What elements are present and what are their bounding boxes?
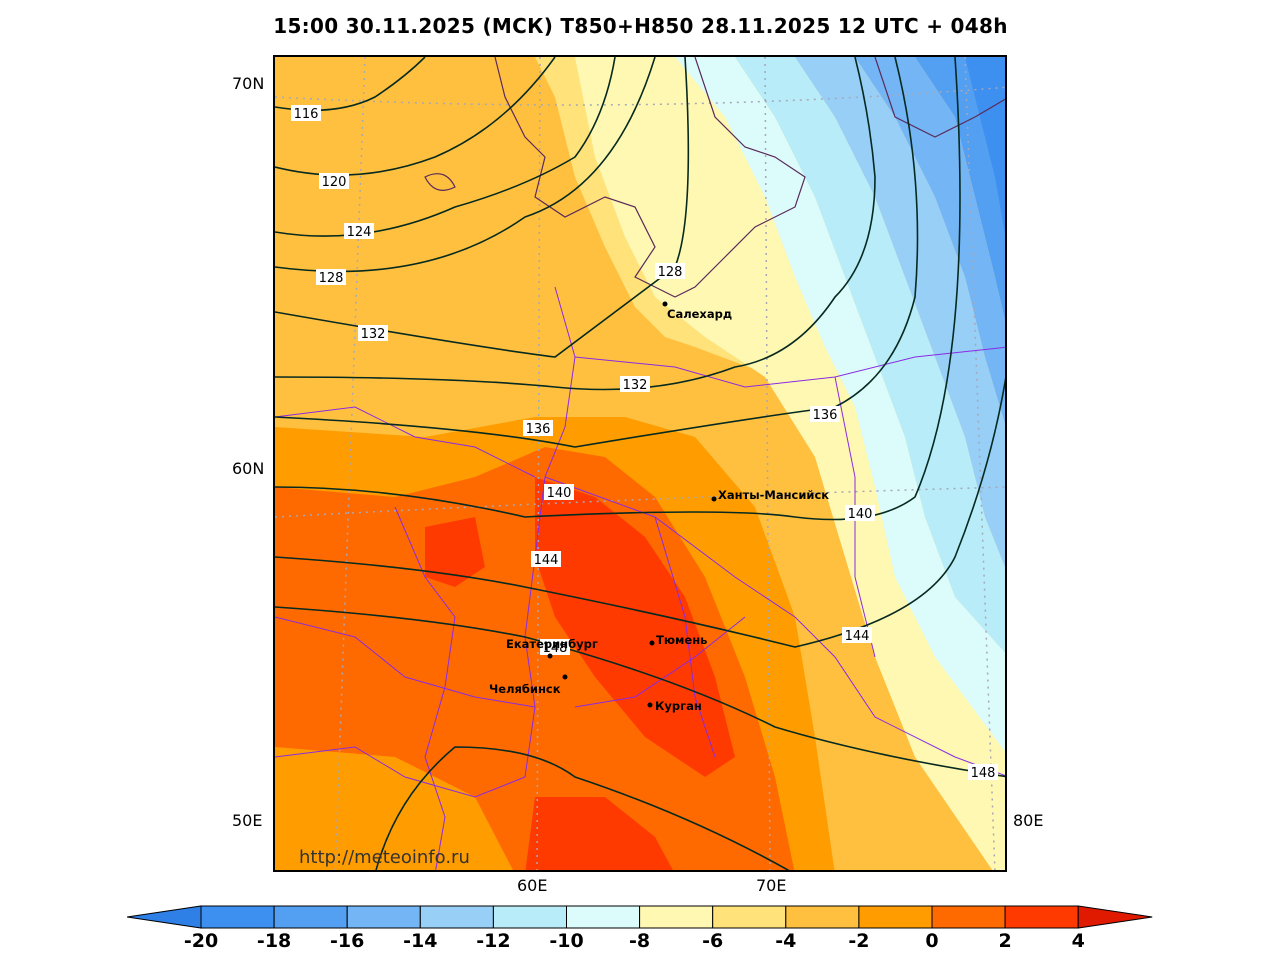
city-dot-khanty-mansiysk <box>711 496 717 502</box>
lon-label-70e: 70E <box>756 876 787 895</box>
fill-band-minus16 <box>855 57 1005 424</box>
colorbar-box <box>858 905 933 929</box>
city-label-kurgan: Курган <box>655 699 702 713</box>
svg-text:132: 132 <box>361 327 386 342</box>
city-label-tyumen: Тюмень <box>656 633 707 647</box>
colorbar-tick-label: 0 <box>925 930 939 952</box>
temperature-map: 116 120 124 128 128 132 132 136 136 140 … <box>275 57 1005 870</box>
svg-text:116: 116 <box>294 107 319 122</box>
colorbar-tick-label: -2 <box>848 930 870 952</box>
contour-label: 132 <box>358 325 388 342</box>
colorbar-tick-label: -12 <box>476 930 511 952</box>
corner-label-50e: 50E <box>232 811 263 830</box>
svg-text:132: 132 <box>623 378 648 393</box>
colorbar-upper-extend <box>1077 905 1153 929</box>
contour-label: 136 <box>810 406 840 423</box>
city-label-chelyabinsk: Челябинск <box>489 682 561 696</box>
lon-label-60e: 60E <box>517 876 548 895</box>
colorbar <box>127 905 1153 929</box>
colorbar-boxes <box>127 905 1153 929</box>
city-dot-tyumen <box>649 640 655 646</box>
svg-text:140: 140 <box>848 507 873 522</box>
colorbar-box <box>346 905 421 929</box>
contour-label: 144 <box>531 551 561 568</box>
colorbar-tick-label: 2 <box>998 930 1012 952</box>
fill-band-minus14 <box>795 57 1005 567</box>
admin-borders <box>275 286 1005 870</box>
svg-text:136: 136 <box>526 422 551 437</box>
watermark: http://meteoinfo.ru <box>299 847 470 868</box>
contour-label: 148 <box>540 639 570 656</box>
fill-band-4-west <box>425 517 485 587</box>
fill-band-minus8 <box>575 57 1005 870</box>
colorbar-box <box>492 905 567 929</box>
svg-text:128: 128 <box>658 265 683 280</box>
contour-label: 124 <box>344 223 374 240</box>
colorbar-tick-label: 4 <box>1071 930 1085 952</box>
fill-band-minus20 <box>965 57 1005 235</box>
contour-labels: 116 120 124 128 128 132 132 136 136 140 … <box>291 105 998 781</box>
svg-text:120: 120 <box>322 175 347 190</box>
city-dot-yekaterinburg <box>547 653 553 659</box>
fill-band-4-south <box>525 797 673 870</box>
colorbar-tick-label: -4 <box>775 930 797 952</box>
contour-label: 144 <box>842 627 872 644</box>
graticule <box>275 57 1005 870</box>
colorbar-box <box>566 905 641 929</box>
lat-label-60n: 60N <box>232 459 265 478</box>
contour-label: 140 <box>845 505 875 522</box>
colorbar-box <box>712 905 787 929</box>
corner-label-80e: 80E <box>1013 811 1044 830</box>
svg-text:136: 136 <box>813 408 838 423</box>
colorbar-box <box>273 905 348 929</box>
contour-label: 136 <box>523 420 553 437</box>
fill-band-2 <box>275 447 795 870</box>
colorbar-tick-label: -16 <box>330 930 365 952</box>
svg-text:140: 140 <box>547 486 572 501</box>
city-dot-chelyabinsk <box>562 674 568 680</box>
map-panel: 116 120 124 128 128 132 132 136 136 140 … <box>273 55 1007 872</box>
colorbar-tick-label: -6 <box>702 930 724 952</box>
svg-text:148: 148 <box>543 641 568 656</box>
svg-text:144: 144 <box>845 629 870 644</box>
colorbar-box <box>931 905 1006 929</box>
colorbar-tick-label: -10 <box>549 930 584 952</box>
city-label-khanty-mansiysk: Ханты-Мансийск <box>718 488 829 502</box>
svg-text:148: 148 <box>971 766 996 781</box>
colorbar-tick-label: -20 <box>183 930 219 952</box>
colorbar-tick-label: -14 <box>403 930 438 952</box>
colorbar-tick-label: -8 <box>629 930 651 952</box>
contour-label: 116 <box>291 105 321 122</box>
coastline <box>424 57 1005 298</box>
fill-band-minus12 <box>735 57 1005 653</box>
city-dot-salekhard <box>662 301 668 307</box>
contour-label: 128 <box>655 263 685 280</box>
city-label-yekaterinburg: Екатеринбург <box>506 637 598 651</box>
city-markers: Салехард Ханты-Мансийск Екатеринбург Тюм… <box>489 301 829 713</box>
lat-label-70n: 70N <box>232 74 265 93</box>
fill-band-minus10 <box>675 57 1005 752</box>
contour-label: 148 <box>968 764 998 781</box>
svg-text:144: 144 <box>534 553 559 568</box>
contour-label: 120 <box>319 173 349 190</box>
map-title: 15:00 30.11.2025 (МСК) T850+H850 28.11.2… <box>273 14 1008 38</box>
svg-text:128: 128 <box>319 271 344 286</box>
contour-label: 132 <box>620 376 650 393</box>
contour-label: 140 <box>544 484 574 501</box>
colorbar-box <box>419 905 494 929</box>
fill-band-4 <box>535 477 735 777</box>
colorbar-box <box>639 905 714 929</box>
city-label-salekhard: Салехард <box>667 307 732 321</box>
colorbar-box <box>1004 905 1079 929</box>
svg-text:124: 124 <box>347 225 372 240</box>
colorbar-box <box>785 905 860 929</box>
colorbar-lower-extend <box>127 905 202 929</box>
colorbar-box <box>200 905 275 929</box>
city-dot-kurgan <box>647 702 653 708</box>
contour-label: 128 <box>316 269 346 286</box>
colorbar-tick-label: -18 <box>256 930 292 952</box>
